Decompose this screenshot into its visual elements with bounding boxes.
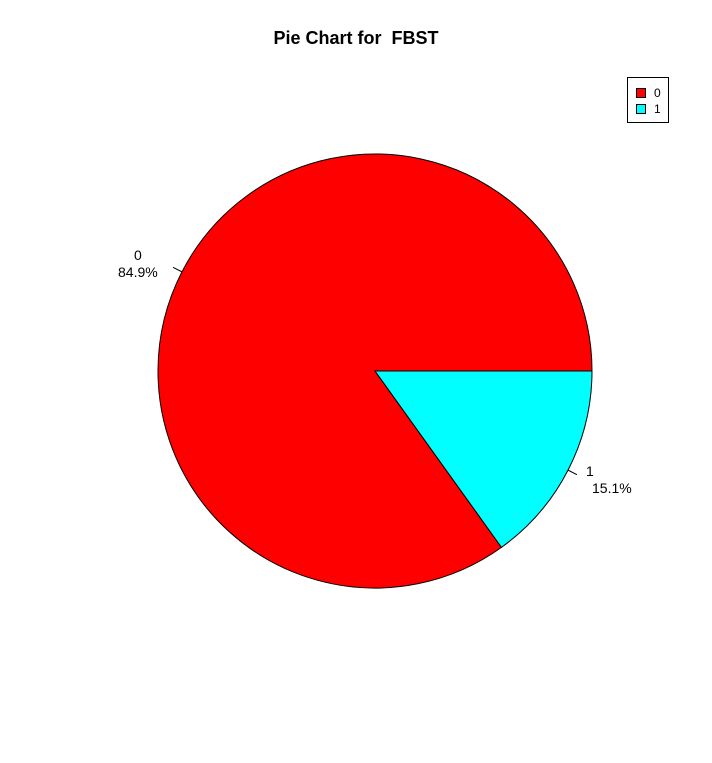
pie-slice-1 xyxy=(374,370,593,549)
legend-entry-1: 1 xyxy=(636,102,661,116)
slice-label-1-percent: 15.1% xyxy=(592,480,632,496)
legend-entry-0: 0 xyxy=(636,86,661,100)
slice-tick-1 xyxy=(567,469,578,476)
slice-label-1-category: 1 xyxy=(586,463,594,479)
slice-tick-0 xyxy=(172,266,183,273)
slice-label-0-percent: 84.9% xyxy=(118,264,158,280)
legend-label-1: 1 xyxy=(654,102,661,116)
legend-swatch-1 xyxy=(636,104,646,114)
chart-title: Pie Chart for FBST xyxy=(273,28,439,48)
legend: 0 1 xyxy=(627,77,669,123)
legend-label-0: 0 xyxy=(654,86,661,100)
legend-swatch-0 xyxy=(636,88,646,98)
slice-label-0: 0 84.9% xyxy=(118,247,158,281)
slice-label-1: 1 15.1% xyxy=(586,463,632,497)
slice-label-0-category: 0 xyxy=(133,247,142,263)
